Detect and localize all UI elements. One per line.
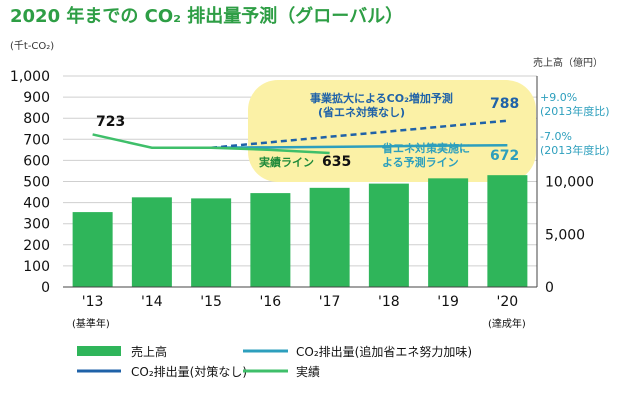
actual-latest-value: 635 bbox=[322, 154, 351, 170]
left-tick-label: 300 bbox=[23, 217, 50, 233]
left-tick-label: 700 bbox=[23, 132, 50, 148]
co2-efficiency-line bbox=[211, 143, 508, 149]
right-tick-label: 0 bbox=[545, 280, 554, 296]
sales-bars bbox=[72, 175, 528, 287]
sales-bar bbox=[428, 178, 469, 287]
x-note-target-year: (達成年) bbox=[488, 317, 526, 330]
x-tick-label: '14 bbox=[141, 294, 163, 310]
x-note-base-year: (基準年) bbox=[72, 317, 110, 330]
sales-bar bbox=[72, 212, 113, 287]
right-tick-label: 10,000 bbox=[545, 175, 594, 191]
actual-line-label: 実績ライン bbox=[259, 155, 314, 169]
right-axis-unit: 売上高（億円） bbox=[533, 56, 603, 69]
efficiency-pct-label: -7.0% bbox=[540, 130, 572, 143]
x-tick-label: '18 bbox=[378, 294, 400, 310]
sales-bar bbox=[250, 193, 291, 287]
bau-value-label: 788 bbox=[490, 96, 519, 112]
x-tick-label: '16 bbox=[260, 294, 282, 310]
chart-title: 2020 年までの CO₂ 排出量予測（グローバル） bbox=[10, 5, 403, 27]
left-axis-ticks: 1,000 900 800 700 600 500 400 300 200 100 0 bbox=[10, 69, 50, 296]
x-axis-labels: '13 '14 '15 '16 '17 '18 '19 '20 bbox=[82, 294, 518, 310]
legend-label-sales: 売上高 bbox=[131, 344, 167, 359]
bau-annotation-line1: 事業拡大によるCO₂増加予測 bbox=[310, 91, 453, 105]
left-tick-label: 1,000 bbox=[10, 69, 50, 85]
right-axis-ticks: 10,000 5,000 0 bbox=[545, 175, 594, 297]
left-tick-label: 800 bbox=[23, 111, 50, 127]
left-tick-label: 200 bbox=[23, 238, 50, 254]
x-tick-label: '15 bbox=[200, 294, 222, 310]
left-tick-label: 400 bbox=[23, 196, 50, 212]
bau-pct-note: (2013年度比) bbox=[540, 104, 610, 118]
legend: 売上高 CO₂排出量(追加省エネ努力加味) CO₂排出量(対策なし) 実績 bbox=[77, 344, 472, 379]
left-tick-label: 500 bbox=[23, 175, 50, 191]
x-tick-label: '13 bbox=[82, 294, 104, 310]
legend-label-co2-efficiency: CO₂排出量(追加省エネ努力加味) bbox=[296, 344, 472, 359]
efficiency-pct-note: (2013年度比) bbox=[540, 143, 610, 157]
legend-swatch-sales bbox=[77, 346, 121, 356]
left-tick-label: 900 bbox=[23, 90, 50, 106]
efficiency-value-label: 672 bbox=[490, 148, 519, 164]
legend-label-actual: 実績 bbox=[296, 364, 320, 379]
base-year-value: 723 bbox=[96, 114, 125, 130]
right-tick-label: 5,000 bbox=[545, 227, 585, 243]
sales-bar bbox=[368, 183, 409, 287]
efficiency-annotation-line2: よる予測ライン bbox=[382, 155, 459, 169]
efficiency-annotation-line1: 省エネ対策実施に bbox=[381, 141, 470, 155]
x-tick-label: '20 bbox=[497, 294, 519, 310]
left-tick-label: 100 bbox=[23, 259, 50, 275]
legend-label-co2-bau: CO₂排出量(対策なし) bbox=[131, 365, 247, 379]
bau-annotation-line2: (省エネ対策なし) bbox=[318, 105, 405, 119]
x-tick-label: '19 bbox=[437, 294, 459, 310]
sales-bar bbox=[309, 187, 350, 287]
sales-bar bbox=[191, 198, 232, 287]
bau-pct-label: +9.0% bbox=[540, 91, 577, 104]
sales-bar bbox=[487, 175, 528, 287]
left-tick-label: 600 bbox=[23, 153, 50, 169]
sales-bar bbox=[131, 197, 172, 287]
left-axis-unit: (千t-CO₂) bbox=[10, 40, 54, 52]
x-tick-label: '17 bbox=[319, 294, 341, 310]
co2-lines bbox=[92, 119, 508, 155]
left-tick-label: 0 bbox=[41, 280, 50, 296]
